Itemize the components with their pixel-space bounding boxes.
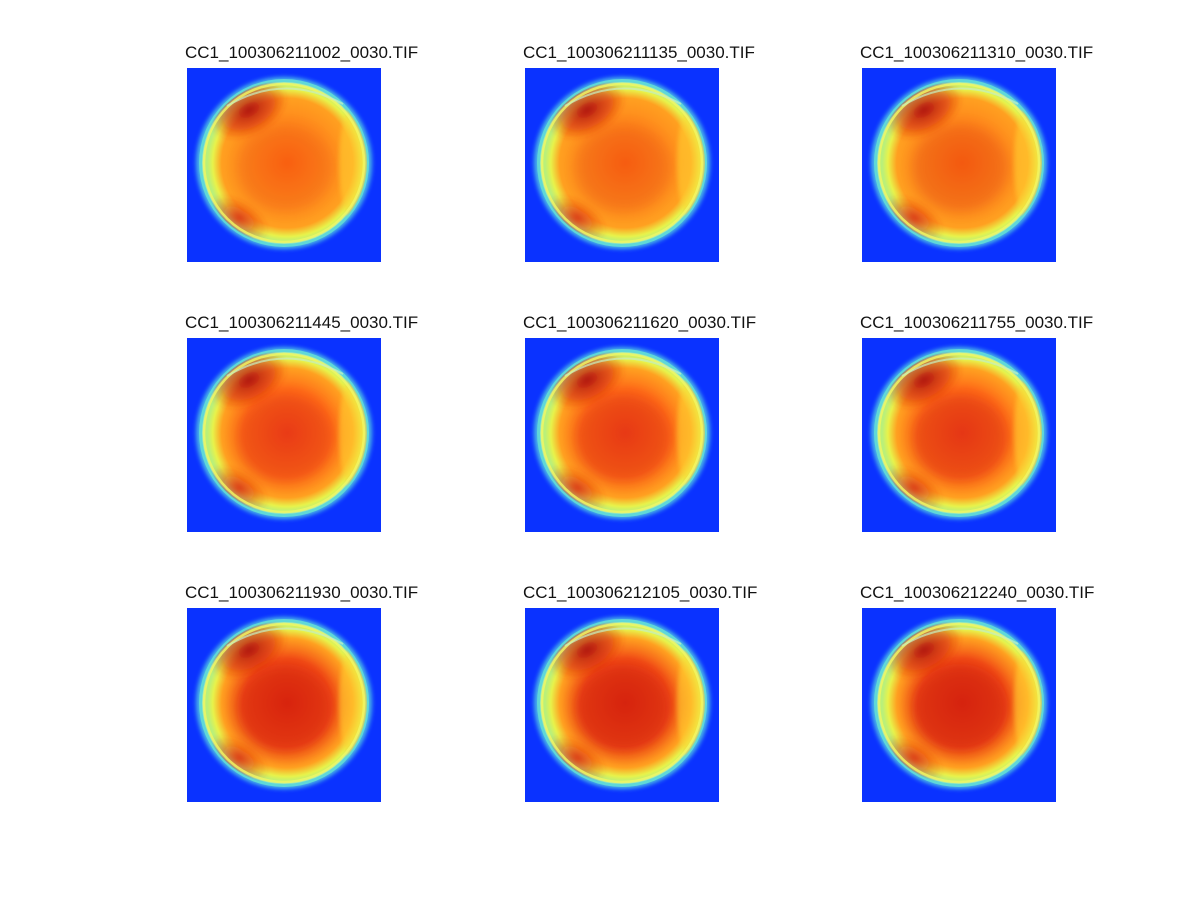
false-color-image: [862, 68, 1056, 262]
panel-title: CC1_100306211002_0030.TIF: [185, 43, 419, 62]
panel-title: CC1_100306211620_0030.TIF: [523, 313, 757, 332]
panel-title: CC1_100306211930_0030.TIF: [185, 583, 419, 602]
panel-title: CC1_100306212240_0030.TIF: [860, 583, 1095, 602]
panel-title: CC1_100306211755_0030.TIF: [860, 313, 1094, 332]
false-color-image: [862, 608, 1056, 802]
false-color-image: [187, 68, 381, 262]
panel-title: CC1_100306212105_0030.TIF: [523, 583, 758, 602]
false-color-image: [187, 608, 381, 802]
panel-title: CC1_100306211310_0030.TIF: [860, 43, 1094, 62]
false-color-image: [862, 338, 1056, 532]
false-color-image: [187, 338, 381, 532]
panel-title: CC1_100306211445_0030.TIF: [185, 313, 419, 332]
false-color-image: [525, 338, 719, 532]
false-color-image: [525, 68, 719, 262]
false-color-image: [525, 608, 719, 802]
panel-title: CC1_100306211135_0030.TIF: [523, 43, 755, 62]
